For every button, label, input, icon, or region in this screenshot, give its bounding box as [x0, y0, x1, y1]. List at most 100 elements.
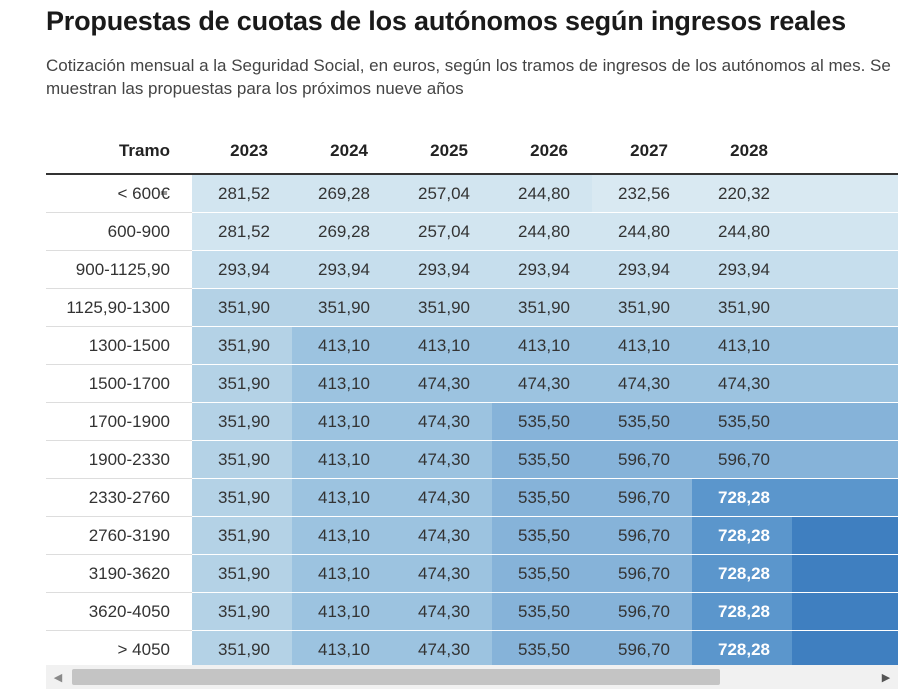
table-cell: 535,50: [492, 592, 592, 631]
table-cell: 413,10: [292, 554, 392, 593]
table-cell: 351,90: [692, 288, 792, 327]
column-header-2025: 2025: [392, 128, 492, 175]
table-cell: 269,28: [292, 212, 392, 251]
table-cell: 596,70: [592, 630, 692, 665]
table-cell: 474,30: [392, 478, 492, 517]
column-header-2026: 2026: [492, 128, 592, 175]
table-cell: 351,90: [192, 554, 292, 593]
table-cell: 293,94: [792, 250, 898, 289]
table-cell: 728,28: [692, 478, 792, 517]
table-cell: 535,50: [492, 402, 592, 441]
table-cell: 596,70: [592, 554, 692, 593]
table-row: 3190-3620 351,90 413,10 474,30 535,50 596,70 7…: [46, 554, 898, 593]
table-cell: 413,10: [292, 402, 392, 441]
row-label-tramo: 600-900: [46, 212, 192, 251]
table-cell: 244,80: [592, 212, 692, 251]
table-cell: 474,30: [392, 440, 492, 479]
table-cell: 293,94: [192, 250, 292, 289]
table-cell: 535,50: [692, 402, 792, 441]
table-cell: 413,10: [792, 326, 898, 365]
table-cell: 413,10: [292, 630, 392, 665]
triangle-left-icon[interactable]: ◀: [53, 671, 63, 684]
table-cell: 351,90: [192, 478, 292, 517]
table-cell: 474,30: [392, 516, 492, 555]
table-cell: 413,10: [292, 592, 392, 631]
table-cell: 351,90: [192, 364, 292, 403]
row-label-tramo: 3620-4050: [46, 592, 192, 631]
table-cell: 474,30: [392, 630, 492, 665]
table-header-row: Tramo2023202420252026202720282029: [46, 128, 898, 175]
table-cell: 244,80: [492, 212, 592, 251]
table-cell: 728,28: [792, 478, 898, 517]
row-label-tramo: 1700-1900: [46, 402, 192, 441]
triangle-right-icon[interactable]: ▶: [881, 671, 891, 684]
row-label-tramo: 1125,90-1300: [46, 288, 192, 327]
table-cell: 351,90: [792, 288, 898, 327]
table-cell: 351,90: [192, 326, 292, 365]
table-cell: 351,90: [192, 288, 292, 327]
page-subtitle: Cotización mensual a la Seguridad Social…: [46, 56, 891, 98]
table-cell: 596,70: [592, 478, 692, 517]
row-label-tramo: < 600€: [46, 174, 192, 213]
table-cell: 269,28: [292, 174, 392, 213]
table-row: 900-1125,90 293,94 293,94 293,94 293,94 293,9…: [46, 250, 898, 289]
column-header-2029: 2029: [792, 128, 898, 175]
table-cell: 244,80: [792, 212, 898, 251]
table-cell: 859,86: [792, 554, 898, 593]
table-cell: 596,70: [592, 516, 692, 555]
table-cell: 351,90: [192, 630, 292, 665]
table-cell: 535,50: [792, 402, 898, 441]
table-cell: 859,86: [792, 630, 898, 665]
table-cell: 535,50: [492, 478, 592, 517]
table-cell: 351,90: [192, 402, 292, 441]
column-header-2024: 2024: [292, 128, 392, 175]
table-cell: 257,04: [392, 212, 492, 251]
table-cell: 281,52: [192, 174, 292, 213]
table-cell: 208,08: [792, 174, 898, 213]
table-cell: 413,10: [292, 478, 392, 517]
table-cell: 535,50: [592, 402, 692, 441]
table-row: 600-900 281,52 269,28 257,04 244,80 244,80 244…: [46, 212, 898, 251]
table-row: < 600€ 281,52 269,28 257,04 244,80 232,56 220,…: [46, 174, 898, 213]
table-body: < 600€ 281,52 269,28 257,04 244,80 232,56 220,…: [46, 174, 898, 665]
table-cell: 474,30: [392, 592, 492, 631]
quotas-table: Tramo2023202420252026202720282029 < 600€…: [46, 128, 898, 665]
table-cell: 535,50: [492, 554, 592, 593]
scrollbar-thumb[interactable]: [72, 669, 720, 685]
table-row: 1700-1900 351,90 413,10 474,30 535,50 535,50 5…: [46, 402, 898, 441]
table-cell: 413,10: [692, 326, 792, 365]
table-cell: 293,94: [692, 250, 792, 289]
table-cell: 351,90: [292, 288, 392, 327]
table-cell: 293,94: [292, 250, 392, 289]
table-cell: 413,10: [592, 326, 692, 365]
table-cell: 474,30: [692, 364, 792, 403]
table-row: 2330-2760 351,90 413,10 474,30 535,50 596,70 7…: [46, 478, 898, 517]
column-header-2023: 2023: [192, 128, 292, 175]
table-cell: 351,90: [492, 288, 592, 327]
table-cell: 474,30: [392, 554, 492, 593]
column-header-2028: 2028: [692, 128, 792, 175]
table-cell: 257,04: [392, 174, 492, 213]
row-label-tramo: 1500-1700: [46, 364, 192, 403]
table-cell: 232,56: [592, 174, 692, 213]
table-cell: 535,50: [492, 516, 592, 555]
table-cell: 220,32: [692, 174, 792, 213]
table-cell: 413,10: [492, 326, 592, 365]
table-cell: 244,80: [692, 212, 792, 251]
horizontal-scrollbar[interactable]: ◀ ▶: [46, 665, 898, 689]
table-cell: 535,50: [492, 440, 592, 479]
table-cell: 413,10: [292, 440, 392, 479]
row-label-tramo: 3190-3620: [46, 554, 192, 593]
table-cell: 413,10: [292, 326, 392, 365]
column-header-2027: 2027: [592, 128, 692, 175]
table-cell: 859,86: [792, 592, 898, 631]
table-row: 2760-3190 351,90 413,10 474,30 535,50 596,70 7…: [46, 516, 898, 555]
row-label-tramo: 2330-2760: [46, 478, 192, 517]
table-row: 1125,90-1300 351,90 351,90 351,90 351,90 351,…: [46, 288, 898, 327]
row-label-tramo: > 4050: [46, 630, 192, 665]
table-cell: 596,70: [592, 440, 692, 479]
table-cell: 596,70: [792, 440, 898, 479]
table-cell: 474,30: [792, 364, 898, 403]
table-row: > 4050 351,90 413,10 474,30 535,50 596,70 728,…: [46, 630, 898, 665]
table-cell: 728,28: [692, 592, 792, 631]
